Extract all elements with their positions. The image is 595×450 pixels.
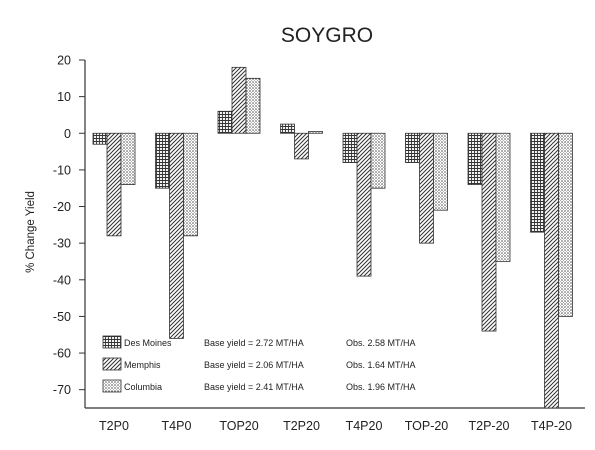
legend-label-des-moines: Des Moines — [124, 338, 172, 348]
y-tick-label: -60 — [53, 347, 71, 361]
bar-des-moines-t2p0 — [92, 132, 108, 145]
legend-swatch-des-moines — [102, 335, 122, 349]
y-tick-label: -40 — [53, 273, 71, 287]
legend: Des Moines Base yield = 2.72 MT/HA Obs. … — [102, 335, 416, 393]
bar-columbia-t2p-20 — [495, 132, 511, 262]
x-tick-labels: T2P0 T4P0 TOP20 T2P20 T4P20 TOP-20 T2P-20 T4P-2… — [99, 419, 572, 433]
x-tick-label: TOP20 — [219, 419, 258, 433]
bar-memphis-t2p20 — [294, 132, 309, 160]
x-tick-label: TOP-20 — [405, 419, 449, 433]
chart-title: SOYGRO — [281, 24, 373, 47]
bar-columbia-t2p20 — [308, 131, 323, 134]
bar-memphis-t2p0 — [106, 132, 122, 237]
bar-memphis-top20 — [231, 66, 247, 134]
x-tick-label: T2P-20 — [469, 419, 510, 433]
x-tick-label: T2P20 — [283, 419, 320, 433]
bar-memphis-t4p0 — [169, 132, 184, 339]
bar-memphis-top-20 — [419, 132, 434, 244]
bar-des-moines-t2p-20 — [467, 132, 483, 185]
bar-columbia-t4p20 — [370, 132, 386, 189]
y-tick-label: -20 — [53, 200, 71, 214]
bar-columbia-t2p0 — [120, 132, 136, 185]
bar-memphis-t4p-20 — [544, 132, 559, 409]
legend-label-columbia: Columbia — [124, 382, 162, 392]
y-ticks: 20 10 0 -10 -20 -30 -40 -50 -60 -70 — [53, 54, 85, 397]
bar-columbia-top-20 — [433, 132, 448, 211]
legend-entry-memphis: Memphis Base yield = 2.06 MT/HA Obs. 1.6… — [102, 357, 416, 371]
bar-columbia-t4p0 — [183, 132, 198, 237]
y-axis-label: % Change Yield — [25, 191, 37, 273]
y-tick-label: 20 — [57, 54, 71, 68]
bar-columbia-t4p-20 — [558, 132, 573, 317]
y-tick-label: -70 — [53, 383, 71, 397]
legend-entry-columbia: Columbia Base yield = 2.41 MT/HA Obs. 1.… — [102, 379, 416, 393]
x-tick-label: T4P20 — [346, 419, 383, 433]
bar-des-moines-t4p0 — [155, 132, 170, 189]
bar-des-moines-t2p20 — [280, 123, 295, 134]
legend-swatch-memphis — [102, 357, 122, 371]
x-tick-label: T4P-20 — [531, 419, 572, 433]
bar-des-moines-top-20 — [405, 132, 420, 163]
legend-obs-columbia: Obs. 1.96 MT/HA — [346, 382, 416, 392]
y-tick-label: -10 — [53, 163, 71, 177]
bar-des-moines-t4p-20 — [530, 132, 545, 233]
legend-base-yield-columbia: Base yield = 2.41 MT/HA — [204, 382, 304, 392]
y-tick-label: -50 — [53, 310, 71, 324]
y-tick-label: -30 — [53, 237, 71, 251]
axes — [84, 60, 585, 409]
x-tick-label: T2P0 — [99, 419, 129, 433]
y-tick-label: 10 — [57, 90, 71, 104]
bars — [92, 66, 573, 409]
x-tick-label: T4P0 — [162, 419, 192, 433]
legend-base-yield-memphis: Base yield = 2.06 MT/HA — [204, 360, 304, 370]
bar-des-moines-t4p20 — [342, 132, 358, 163]
y-tick-label: 0 — [64, 127, 71, 141]
legend-swatch-columbia — [102, 379, 122, 393]
bar-memphis-t4p20 — [356, 132, 372, 277]
bar-des-moines-top20 — [217, 110, 233, 134]
bar-columbia-top20 — [245, 77, 261, 134]
legend-entry-des-moines: Des Moines Base yield = 2.72 MT/HA Obs. … — [102, 335, 416, 349]
legend-obs-des-moines: Obs. 2.58 MT/HA — [346, 338, 416, 348]
legend-label-memphis: Memphis — [124, 360, 161, 370]
legend-base-yield-des-moines: Base yield = 2.72 MT/HA — [204, 338, 304, 348]
legend-obs-memphis: Obs. 1.64 MT/HA — [346, 360, 416, 370]
bar-memphis-t2p-20 — [481, 132, 497, 332]
